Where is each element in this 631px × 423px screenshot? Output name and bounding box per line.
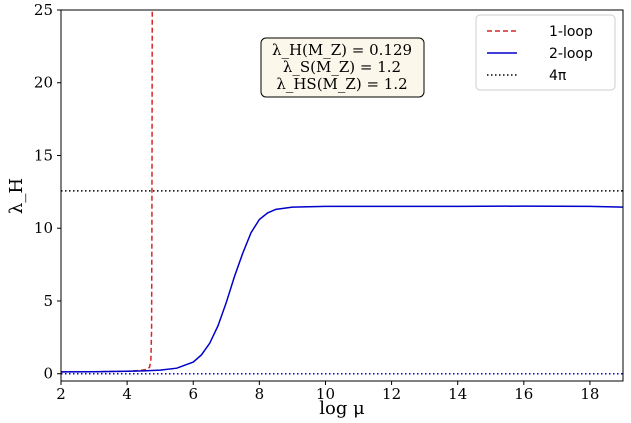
y-tick-label: 15 [34, 146, 53, 164]
y-tick-label: 25 [34, 1, 53, 19]
legend: 1-loop 2-loop 4π [475, 14, 616, 91]
annotation-line-2: λ_S(M_Z) = 1.2 [283, 58, 401, 76]
series-line-2-loop [60, 205, 624, 373]
ticks-layer: 2 4 6 8 10 12 14 16 18 0 5 10 15 20 25 [34, 1, 600, 403]
series-layer [60, 9, 624, 375]
x-axis-title: log μ [319, 398, 365, 419]
x-tick-label: 8 [255, 385, 265, 403]
y-tick-label: 10 [34, 219, 53, 237]
legend-label-2-loop: 2-loop [549, 46, 593, 62]
annotation-box: λ_H(M_Z) = 0.129 λ_S(M_Z) = 1.2 λ_HS(M_Z… [260, 37, 425, 98]
x-tick-label: 18 [580, 385, 599, 403]
annotation-line-3: λ_HS(M_Z) = 1.2 [276, 75, 407, 93]
plot-frame [60, 9, 624, 382]
x-tick-label: 6 [188, 385, 198, 403]
legend-label-1-loop: 1-loop [549, 24, 593, 40]
y-tick-label: 20 [34, 74, 53, 92]
x-tick-label: 10 [316, 385, 335, 403]
x-tick-label: 12 [382, 385, 401, 403]
x-tick-label: 2 [56, 385, 66, 403]
x-tick-label: 14 [448, 385, 467, 403]
y-tick-label: 0 [43, 365, 53, 383]
legend-label-4pi: 4π [549, 68, 567, 84]
annotation-line-1: λ_H(M_Z) = 0.129 [272, 41, 412, 59]
y-tick-label: 5 [43, 292, 53, 310]
y-axis-title: λ_H [6, 178, 27, 214]
x-tick-label: 4 [122, 385, 132, 403]
x-tick-label: 16 [514, 385, 533, 403]
